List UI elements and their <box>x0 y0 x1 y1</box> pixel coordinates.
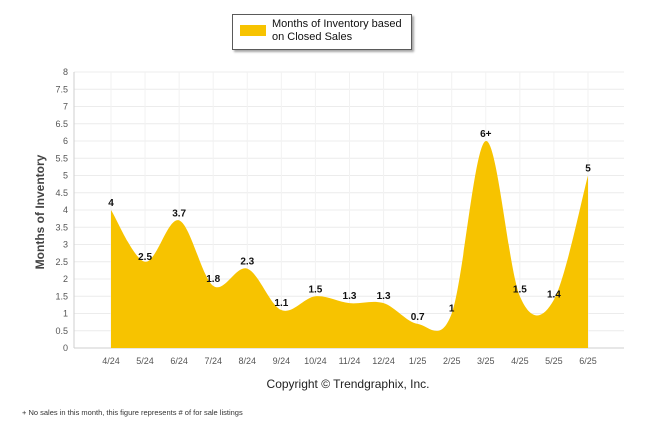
y-tick-label: 7.5 <box>55 84 68 94</box>
data-labels: 4 2.5 3.7 1.8 2.3 1.1 1.5 1.3 1.3 0.7 1 6+ 1.5 1.4 5 <box>108 129 591 323</box>
y-tick-label: 7 <box>63 102 68 112</box>
data-label: 4 <box>108 198 114 209</box>
x-tick-label: 5/24 <box>136 356 154 366</box>
y-tick-label: 4 <box>63 205 68 215</box>
x-tick-label: 5/25 <box>545 356 563 366</box>
data-label: 0.7 <box>411 312 425 323</box>
x-tick-label: 11/24 <box>339 356 361 366</box>
y-tick-label: 2 <box>63 274 68 284</box>
y-axis-label: Months of Inventory <box>33 154 47 269</box>
y-tick-label: 4.5 <box>55 188 68 198</box>
x-tick-label: 2/25 <box>443 356 461 366</box>
data-label: 1.8 <box>206 274 220 285</box>
data-label: 6+ <box>480 129 492 140</box>
y-axis-ticks: 0 0.5 1 1.5 2 2.5 3 3.5 4 4.5 5 5.5 6 6.5 7 7.5 8 <box>55 67 68 353</box>
data-label: 1.3 <box>377 291 391 302</box>
x-tick-label: 8/24 <box>239 356 257 366</box>
x-tick-label: 6/25 <box>579 356 597 366</box>
x-axis-ticks: 4/24 5/24 6/24 7/24 8/24 9/24 10/24 11/24 12/24 1… <box>102 356 597 366</box>
x-tick-label: 10/24 <box>304 356 327 366</box>
area-series <box>111 140 588 348</box>
footnote: + No sales in this month, this figure re… <box>22 408 243 417</box>
x-tick-label: 4/25 <box>511 356 529 366</box>
data-label: 1.1 <box>274 298 288 309</box>
y-tick-label: 0.5 <box>55 326 68 336</box>
y-tick-label: 1.5 <box>55 291 68 301</box>
y-tick-label: 1 <box>63 309 68 319</box>
y-tick-label: 2.5 <box>55 257 68 267</box>
data-label: 1.5 <box>513 284 527 295</box>
area-fill <box>111 140 588 348</box>
data-label: 1.3 <box>343 291 357 302</box>
y-tick-label: 3.5 <box>55 222 68 232</box>
legend-label: Months of Inventory based on Closed Sale… <box>272 18 402 43</box>
x-tick-label: 9/24 <box>273 356 291 366</box>
y-tick-label: 6.5 <box>55 119 68 129</box>
legend: Months of Inventory based on Closed Sale… <box>232 14 412 50</box>
y-tick-label: 8 <box>63 67 68 77</box>
data-label: 5 <box>585 164 591 175</box>
x-tick-label: 1/25 <box>409 356 427 366</box>
data-label: 1 <box>449 304 455 315</box>
copyright-text: Copyright © Trendgraphix, Inc. <box>266 377 430 391</box>
data-label: 1.4 <box>547 290 561 301</box>
data-label: 2.5 <box>138 252 152 263</box>
x-tick-label: 6/24 <box>170 356 188 366</box>
data-label: 2.3 <box>240 257 254 268</box>
x-tick-label: 3/25 <box>477 356 495 366</box>
legend-swatch <box>240 25 266 36</box>
x-tick-label: 4/24 <box>102 356 120 366</box>
data-label: 1.5 <box>308 284 322 295</box>
y-tick-label: 5 <box>63 171 68 181</box>
y-tick-label: 5.5 <box>55 153 68 163</box>
x-tick-label: 12/24 <box>372 356 395 366</box>
copyright: Copyright © Trendgraphix, Inc. <box>0 377 646 391</box>
y-tick-label: 6 <box>63 136 68 146</box>
y-tick-label: 0 <box>63 343 68 353</box>
y-tick-label: 3 <box>63 240 68 250</box>
data-label: 3.7 <box>172 208 186 219</box>
x-tick-label: 7/24 <box>204 356 222 366</box>
